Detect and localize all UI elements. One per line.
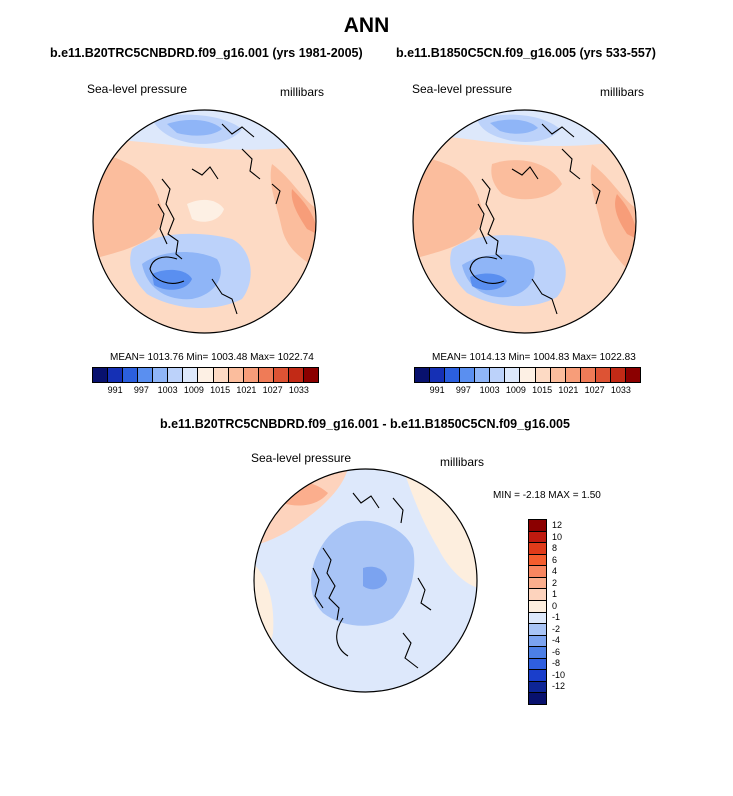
right-colorbar-swatch-13 [610,368,626,382]
left-colorbar-swatch-10 [243,368,259,382]
right-colorbar-swatch-5 [490,368,506,382]
diff-colorbar-label: 6 [552,554,558,565]
left-colorbar-label: 1003 [157,385,178,395]
right-colorbar-swatch-2 [445,368,461,382]
right-colorbar-swatch-7 [520,368,536,382]
diff-colorbar-label: -2 [552,623,561,634]
diff-stats: MIN = -2.18 MAX = 1.50 [493,490,601,501]
diff-colorbar-swatch-4 [529,566,546,578]
left-colorbar-label: 1015 [210,385,231,395]
left-colorbar-swatch-8 [213,368,229,382]
left-colorbar-label: 997 [133,385,149,395]
diff-colorbar-swatch-6 [529,589,546,601]
right-colorbar [414,367,641,383]
left-colorbar-swatch-14 [303,368,318,382]
diff-colorbar-swatch-8 [529,612,546,625]
left-colorbar-swatch-4 [153,368,169,382]
left-colorbar-swatch-0 [93,368,109,382]
left-polar-map [92,109,317,334]
right-colorbar-label: 991 [429,385,445,395]
diff-colorbar-label: -1 [552,612,561,623]
right-colorbar-swatch-12 [595,368,611,382]
diff-colorbar-swatch-7 [529,600,546,613]
left-colorbar-swatch-11 [258,368,274,382]
diff-colorbar-swatch-5 [529,577,546,590]
left-colorbar-swatch-7 [198,368,214,382]
diff-colorbar-label: -8 [552,658,561,669]
right-variable-label: Sea-level pressure [412,82,513,96]
diff-colorbar-swatch-3 [529,554,546,567]
right-colorbar-swatch-1 [430,368,446,382]
diff-polar-map [253,468,478,693]
diff-colorbar-swatch-13 [529,670,546,682]
right-units-label: millibars [600,85,645,99]
diff-colorbar-label: 2 [552,577,558,588]
right-colorbar-label: 1003 [479,385,500,395]
diff-colorbar [528,519,547,705]
left-stats: MEAN= 1013.76 Min= 1003.48 Max= 1022.74 [110,352,314,363]
diff-colorbar-label: -10 [552,669,566,680]
right-colorbar-swatch-9 [550,368,566,382]
diff-colorbar-label: 12 [552,520,563,531]
right-panel-title: b.e11.B1850C5CN.f09_g16.005 (yrs 533-557… [396,46,656,60]
left-units-label: millibars [280,85,325,99]
right-colorbar-label: 1015 [532,385,553,395]
left-colorbar-swatch-6 [183,368,199,382]
diff-colorbar-swatch-15 [529,693,546,704]
diff-colorbar-label: 0 [552,600,558,611]
right-colorbar-label: 997 [455,385,471,395]
right-colorbar-swatch-8 [535,368,551,382]
right-polar-map [412,109,637,334]
diff-colorbar-labels: 12 10 8 6 4 2 1 0 -1 -2 -4 -6 -8 -10 -12 [552,519,565,691]
left-colorbar-swatch-3 [138,368,154,382]
diff-units-label: millibars [440,455,485,469]
left-panel-title: b.e11.B20TRC5CNBDRD.f09_g16.001 (yrs 198… [50,46,363,60]
right-colorbar-swatch-14 [625,368,640,382]
right-colorbar-swatch-10 [565,368,581,382]
diff-colorbar-label: 4 [552,566,558,577]
left-colorbar-label: 1033 [288,385,309,395]
diff-colorbar-swatch-9 [529,624,546,636]
diff-colorbar-swatch-1 [529,531,546,544]
left-colorbar-labels: 991 997 1003 1009 1015 1021 1027 1033 [102,385,312,395]
left-colorbar-swatch-2 [123,368,139,382]
right-colorbar-swatch-4 [475,368,491,382]
diff-colorbar-label: -12 [552,681,566,692]
right-colorbar-swatch-11 [580,368,596,382]
diff-colorbar-swatch-14 [529,681,546,694]
left-variable-label: Sea-level pressure [87,82,188,96]
diff-colorbar-label: 10 [552,531,563,542]
diff-colorbar-swatch-11 [529,647,546,659]
right-colorbar-label: 1033 [610,385,631,395]
right-stats: MEAN= 1014.13 Min= 1004.83 Max= 1022.83 [432,352,636,363]
diff-colorbar-label: -4 [552,635,561,646]
left-colorbar-label: 1021 [236,385,257,395]
left-colorbar-swatch-9 [228,368,244,382]
page-title: ANN [343,14,390,37]
left-colorbar-label: 1027 [262,385,283,395]
diff-colorbar-label: 8 [552,543,558,554]
right-colorbar-label: 1027 [584,385,605,395]
left-colorbar-swatch-13 [288,368,304,382]
right-colorbar-swatch-0 [415,368,431,382]
diff-variable-label: Sea-level pressure [251,451,352,465]
left-colorbar [92,367,319,383]
diff-panel-title: b.e11.B20TRC5CNBDRD.f09_g16.001 - b.e11.… [160,417,570,431]
right-colorbar-label: 1009 [505,385,526,395]
diff-colorbar-swatch-0 [529,520,546,532]
right-colorbar-swatch-3 [460,368,476,382]
left-colorbar-label: 1009 [183,385,204,395]
left-colorbar-swatch-5 [168,368,184,382]
right-colorbar-labels: 991 997 1003 1009 1015 1021 1027 1033 [424,385,634,395]
left-colorbar-label: 991 [107,385,123,395]
left-colorbar-swatch-12 [273,368,289,382]
diff-colorbar-label: -6 [552,646,561,657]
right-colorbar-label: 1021 [558,385,579,395]
diff-colorbar-swatch-10 [529,635,546,648]
diff-colorbar-swatch-12 [529,658,546,671]
left-colorbar-swatch-1 [108,368,124,382]
right-colorbar-swatch-6 [505,368,521,382]
diff-colorbar-swatch-2 [529,543,546,555]
diff-colorbar-label: 1 [552,589,558,600]
